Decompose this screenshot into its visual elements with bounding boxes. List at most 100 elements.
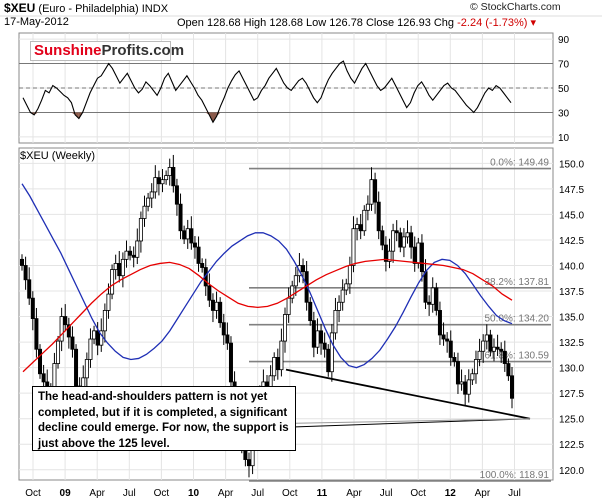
price-candle-body — [495, 346, 500, 350]
price-candle-body — [419, 242, 424, 273]
price-candle-body — [351, 228, 356, 266]
price-candle-body — [355, 224, 360, 230]
price-candle-body — [56, 340, 61, 364]
price-candle-body — [120, 258, 125, 277]
x-tick-label: 09 — [60, 488, 72, 499]
sunshine-profits-logo: SunshineProfits.com — [30, 41, 184, 61]
price-candle-body — [113, 263, 118, 270]
price-candle-body — [207, 285, 212, 301]
price-candle-body — [218, 301, 223, 324]
price-candle-body — [434, 287, 439, 311]
price-candle-body — [210, 299, 215, 311]
chart-symbol: $XEU (Euro - Philadelphia) INDX — [4, 1, 168, 15]
price-candle-body — [63, 316, 68, 326]
price-candle-body — [477, 350, 482, 360]
price-candle-body — [491, 346, 496, 352]
price-candle-body — [66, 324, 71, 338]
price-candle-body — [19, 258, 24, 266]
price-tick-label: 127.5 — [559, 389, 584, 400]
ohlc-text: Open 128.68 High 128.68 Low 126.78 Close… — [177, 17, 455, 29]
price-candle-body — [376, 201, 381, 232]
support-arrow-edge — [295, 418, 531, 424]
source-label[interactable]: © StockCharts.com — [470, 1, 561, 13]
price-candle-body — [401, 236, 406, 248]
price-candle-body — [95, 330, 100, 346]
price-candle-body — [174, 185, 179, 205]
price-candle-body — [153, 177, 158, 193]
price-candle-body — [445, 338, 450, 342]
price-candle-body — [142, 205, 147, 219]
price-candle-body — [394, 230, 399, 234]
x-tick-label: Jul — [251, 488, 264, 499]
symbol-name: (Euro - Philadelphia) INDX — [38, 3, 169, 15]
rsi-tick-label: 30 — [558, 108, 570, 119]
price-candle-body — [196, 246, 201, 264]
price-candle-body — [102, 310, 107, 332]
x-tick-label: 12 — [445, 488, 457, 499]
price-candle-body — [88, 338, 93, 360]
price-candle-body — [23, 265, 28, 281]
price-candle-body — [329, 332, 334, 373]
price-candle-body — [311, 320, 316, 348]
logo-part2: Profits.com — [101, 42, 185, 59]
price-candle-body — [221, 322, 226, 336]
change-text: -2.24 (-1.73%) ▾ — [457, 17, 536, 29]
price-candle-body — [484, 334, 489, 342]
x-tick-label: Oct — [410, 488, 426, 499]
price-candle-body — [383, 244, 388, 262]
moving-average-red — [22, 258, 513, 373]
price-candle-body — [228, 342, 233, 383]
price-tick-label: 140.0 — [559, 261, 584, 272]
price-candle-body — [506, 363, 511, 377]
price-candle-body — [344, 283, 349, 291]
x-tick-label: Oct — [282, 488, 298, 499]
price-candle-body — [459, 381, 464, 385]
price-candle-body — [362, 209, 367, 232]
price-candle-body — [365, 203, 370, 211]
annotation-box: The head-and-shoulders pattern is not ye… — [32, 386, 296, 451]
price-candle-body — [473, 359, 478, 375]
price-candle-body — [283, 314, 288, 342]
price-candle-body — [470, 373, 475, 381]
support-line — [285, 368, 531, 420]
price-candle-body — [41, 373, 46, 383]
price-candle-body — [272, 357, 277, 377]
price-tick-label: 130.0 — [559, 364, 584, 375]
price-candle-body — [135, 240, 140, 258]
price-candle-body — [30, 297, 35, 319]
price-candle-body — [27, 279, 32, 299]
price-candle-body — [106, 293, 111, 311]
price-candle-body — [347, 265, 352, 285]
price-candle-body — [286, 297, 291, 315]
price-tick-label: 120.0 — [559, 466, 584, 477]
price-panel-title: $XEU (Weekly) — [20, 150, 95, 162]
price-candle-body — [200, 263, 205, 268]
fib-level-label: 0.0%: 149.49 — [490, 158, 549, 169]
price-candle-body — [279, 340, 284, 371]
price-candle-body — [333, 310, 338, 334]
fib-level-label: 100.0%: 118.91 — [480, 470, 550, 481]
fib-level-label: 38.2%: 137.81 — [485, 277, 550, 288]
price-candle-body — [337, 301, 342, 311]
price-candle-body — [430, 287, 435, 305]
price-candle-body — [452, 357, 457, 362]
price-candle-body — [182, 230, 187, 240]
price-candle-body — [156, 177, 161, 185]
x-tick-label: Oct — [25, 488, 41, 499]
chart-date: 17-May-2012 — [4, 16, 69, 28]
price-candle-body — [167, 167, 172, 176]
x-tick-label: 11 — [317, 488, 328, 499]
fib-level-label: 50.0%: 134.20 — [485, 314, 550, 325]
rsi-tick-label: 90 — [558, 35, 570, 46]
price-candle-body — [373, 179, 378, 203]
price-tick-label: 145.0 — [559, 210, 584, 221]
fib-level-label: 61.8%: 130.59 — [485, 351, 550, 362]
price-candle-body — [409, 232, 414, 248]
x-tick-label: Jul — [380, 488, 393, 499]
price-candle-body — [448, 340, 453, 358]
price-candle-body — [246, 459, 251, 467]
price-candle-body — [185, 228, 190, 240]
price-candle-body — [369, 179, 374, 205]
price-candle-body — [214, 301, 219, 311]
